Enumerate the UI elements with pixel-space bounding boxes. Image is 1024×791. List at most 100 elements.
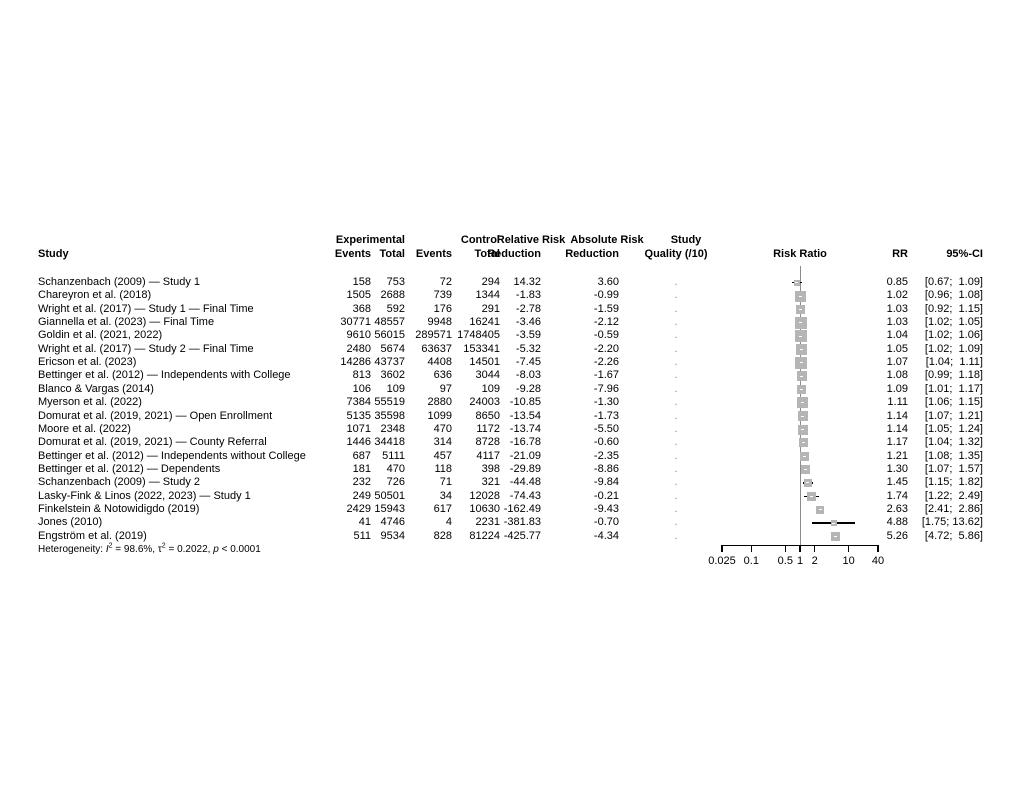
study-row: Wright et al. (2017) — Study 2 — Final T… xyxy=(0,343,1024,356)
control-total: 291 xyxy=(481,302,500,315)
absolute-risk-reduction-header-line1: Absolute Risk xyxy=(570,234,644,246)
absolute-risk-reduction: -8.86 xyxy=(593,462,619,475)
control-total-header: Total xyxy=(474,247,500,260)
experimental-total: 15943 xyxy=(374,502,405,515)
confidence-interval: [1.22; 2.49] xyxy=(924,489,983,502)
axis-tick xyxy=(750,545,752,552)
experimental-events: 41 xyxy=(358,516,371,529)
risk-ratio-value: 1.02 xyxy=(886,289,908,302)
table-header-line2: Study Events Total Events Total Reductio… xyxy=(0,248,1024,261)
confidence-interval: [1.07; 1.21] xyxy=(924,409,983,422)
relative-risk-reduction: -1.83 xyxy=(515,289,541,302)
absolute-risk-reduction: -1.73 xyxy=(593,409,619,422)
het-prefix: Heterogeneity: xyxy=(38,544,106,555)
confidence-interval: [1.02; 1.06] xyxy=(924,329,983,342)
control-total: 153341 xyxy=(463,342,500,355)
relative-risk-reduction: -74.43 xyxy=(509,489,541,502)
risk-ratio-value: 2.63 xyxy=(886,502,908,515)
study-name: Domurat et al. (2019, 2021) — County Ref… xyxy=(38,436,267,449)
experimental-events: 511 xyxy=(353,529,371,542)
experimental-total: 56015 xyxy=(374,329,405,342)
het-i-value: = 98.6%, xyxy=(112,544,158,555)
point-estimate-dash xyxy=(800,389,804,390)
relative-risk-reduction: -13.54 xyxy=(509,409,541,422)
relative-risk-reduction: -16.78 xyxy=(509,436,541,449)
control-events: 72 xyxy=(439,276,452,288)
point-estimate-dash xyxy=(800,402,804,404)
study-quality: . xyxy=(674,369,678,382)
control-events: 314 xyxy=(433,436,452,449)
absolute-risk-reduction: -0.60 xyxy=(593,436,619,449)
control-total: 81224 xyxy=(469,529,500,542)
confidence-interval: [1.08; 1.35] xyxy=(924,449,983,462)
absolute-risk-reduction: -9.84 xyxy=(593,476,619,489)
study-quality: . xyxy=(674,316,678,329)
point-estimate-dash xyxy=(799,335,803,337)
axis-tick-label: 2 xyxy=(811,555,818,567)
control-events: 1099 xyxy=(427,409,452,422)
experimental-events: 5135 xyxy=(346,409,371,422)
risk-ratio-value: 1.03 xyxy=(886,316,908,329)
confidence-interval: [0.96; 1.08] xyxy=(924,289,983,302)
experimental-events: 687 xyxy=(352,449,371,462)
experimental-events: 813 xyxy=(352,369,371,382)
control-events: 2880 xyxy=(427,396,452,409)
experimental-total: 109 xyxy=(386,382,405,395)
absolute-risk-reduction: -0.70 xyxy=(593,516,619,529)
control-events: 71 xyxy=(439,476,452,489)
experimental-events: 2429 xyxy=(346,502,371,515)
point-estimate-dash xyxy=(801,442,805,444)
experimental-total: 5111 xyxy=(382,449,405,462)
absolute-risk-reduction: -2.20 xyxy=(593,342,619,355)
relative-risk-reduction-header-line1: Relative Risk xyxy=(496,234,566,246)
study-row: Goldin et al. (2021, 2022) 9610 56015 28957… xyxy=(0,329,1024,342)
experimental-total: 4746 xyxy=(380,516,405,529)
study-quality-header-line1: Study xyxy=(670,234,702,246)
het-p-value: < 0.0001 xyxy=(218,544,261,555)
study-row: Giannella et al. (2023) — Final Time 3077… xyxy=(0,316,1024,329)
control-total: 1172 xyxy=(476,422,500,435)
study-row: Finkelstein & Notowidigdo (2019) 2429 1594… xyxy=(0,503,1024,516)
risk-ratio-value: 1.21 xyxy=(886,449,908,462)
experimental-events: 158 xyxy=(352,276,371,288)
study-row: Domurat et al. (2019, 2021) — Open Enrol… xyxy=(0,410,1024,423)
axis-tick xyxy=(784,545,787,552)
experimental-events: 30771 xyxy=(340,316,371,329)
control-events: 617 xyxy=(433,502,452,515)
study-row: Jones (2010) 41 4746 4 2231 -381.83 -0.70. 4.88… xyxy=(0,516,1024,529)
control-total: 12028 xyxy=(469,489,500,502)
experimental-total: 5674 xyxy=(380,342,405,355)
study-row: Lasky-Fink & Linos (2022, 2023) — Study … xyxy=(0,490,1024,503)
study-name: Domurat et al. (2019, 2021) — Open Enrol… xyxy=(38,409,273,422)
relative-risk-reduction: -162.49 xyxy=(503,502,541,515)
study-quality: . xyxy=(674,516,678,529)
experimental-total: 753 xyxy=(386,276,405,288)
point-estimate-dash xyxy=(798,295,802,297)
study-quality: . xyxy=(674,409,678,422)
control-events: 470 xyxy=(433,422,452,435)
study-row: Wright et al. (2017) — Study 1 — Final T… xyxy=(0,303,1024,316)
absolute-risk-reduction: 3.60 xyxy=(597,276,619,288)
study-row: Myerson et al. (2022) 7384 55519 2880 24003-… xyxy=(0,396,1024,409)
confidence-interval: [0.92; 1.15] xyxy=(924,302,983,315)
experimental-total: 2688 xyxy=(380,289,405,302)
risk-ratio-value: 1.03 xyxy=(886,302,908,315)
control-events: 176 xyxy=(433,302,452,315)
confidence-interval: [2.41; 2.86] xyxy=(924,502,983,515)
study-row: Domurat et al. (2019, 2021) — County Ref… xyxy=(0,436,1024,449)
study-name: Bettinger et al. (2012) — Dependents xyxy=(38,462,221,475)
study-quality: . xyxy=(674,462,678,475)
study-quality: . xyxy=(674,529,678,542)
experimental-events: 232 xyxy=(352,476,371,489)
confidence-interval: [1.02; 1.09] xyxy=(924,342,983,355)
point-estimate-dash xyxy=(806,482,810,484)
experimental-events-header: Events xyxy=(334,247,371,260)
absolute-risk-reduction-header-line2: Reduction xyxy=(565,247,619,260)
risk-ratio-value: 1.08 xyxy=(886,369,908,382)
relative-risk-reduction: -381.83 xyxy=(503,516,541,529)
point-estimate-dash xyxy=(800,375,804,377)
study-name: Moore et al. (2022) xyxy=(38,422,131,435)
risk-ratio-value: 1.30 xyxy=(886,462,908,475)
relative-risk-reduction: -44.48 xyxy=(509,476,541,489)
axis-tick-label: 0.025 xyxy=(708,555,736,567)
